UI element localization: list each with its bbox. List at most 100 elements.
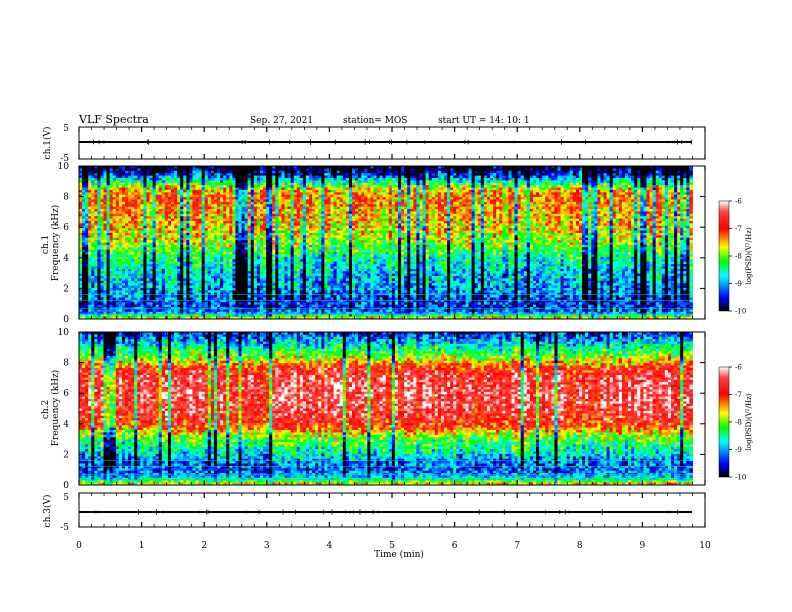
spectrogram-cell: [143, 168, 146, 171]
spectrogram-cell: [159, 312, 162, 315]
spectrogram-cell: [107, 271, 110, 274]
spectrogram-cell: [165, 247, 168, 250]
spectrogram-cell: [82, 309, 85, 312]
spectrogram-cell: [125, 243, 128, 246]
spectrogram-cell: [165, 176, 168, 179]
spectrogram-cell: [107, 312, 110, 315]
spectrogram-cell: [125, 185, 128, 188]
spectrogram-cell: [159, 274, 162, 277]
spectrogram-cell: [91, 195, 94, 198]
spectrogram-cell: [125, 221, 128, 224]
spectrogram-cell: [116, 211, 119, 214]
spectrogram-cell: [137, 269, 140, 272]
spectrogram-cell: [156, 183, 159, 186]
spectrogram-cell: [119, 190, 122, 193]
spectrogram-cell: [122, 178, 125, 181]
spectrogram-cell: [153, 269, 156, 272]
spectrogram-cell: [140, 219, 143, 222]
spectrogram-cell: [107, 274, 110, 277]
spectrogram-cell: [153, 295, 156, 298]
spectrogram-cell: [110, 286, 113, 289]
spectrogram-cell: [131, 278, 134, 281]
spectrogram-cell: [119, 297, 122, 300]
spectrogram-cell: [119, 226, 122, 229]
spectrogram-cell: [162, 271, 165, 274]
spectrogram-cell: [110, 276, 113, 279]
spectrogram-cell: [85, 245, 88, 248]
spectrogram-cell: [110, 266, 113, 269]
spectrogram-cell: [97, 178, 100, 181]
spectrogram-cell: [88, 286, 91, 289]
spectrogram-cell: [159, 290, 162, 293]
spectrogram-cell: [165, 300, 168, 303]
spectrogram-cell: [143, 226, 146, 229]
spectrogram-cell: [110, 202, 113, 205]
spectrogram-cell: [104, 231, 107, 234]
spectrogram-cell: [137, 252, 140, 255]
spectrogram-cell: [85, 271, 88, 274]
spectrogram-cell: [82, 247, 85, 250]
spectrogram-cell: [159, 314, 162, 317]
spectrogram-cell: [143, 209, 146, 212]
spectrogram-cell: [82, 216, 85, 219]
spectrogram-cell: [119, 221, 122, 224]
spectrogram-cell: [113, 211, 116, 214]
spectrogram-cell: [116, 173, 119, 176]
spectrogram-cell: [150, 297, 153, 300]
spectrogram-cell: [159, 278, 162, 281]
spectrogram-cell: [97, 188, 100, 191]
spectrogram-cell: [162, 202, 165, 205]
spectrogram-cell: [125, 223, 128, 226]
spectrogram-cell: [94, 252, 97, 255]
spectrogram-cell: [162, 178, 165, 181]
spectrogram-cell: [107, 190, 110, 193]
spectrogram-cell: [79, 178, 82, 181]
spectrogram-cell: [94, 274, 97, 277]
spectrogram-cell: [119, 254, 122, 257]
spectrogram-cell: [100, 173, 103, 176]
spectrogram-cell: [150, 238, 153, 241]
spectrogram-cell: [159, 283, 162, 286]
spectrogram-cell: [150, 281, 153, 284]
spectrogram-cell: [162, 288, 165, 291]
spectrogram-cell: [119, 235, 122, 238]
spectrogram-cell: [122, 290, 125, 293]
spectrogram-cell: [125, 202, 128, 205]
spectrogram-cell: [146, 192, 149, 195]
spectrogram-cell: [91, 231, 94, 234]
spectrogram-cell: [168, 219, 171, 222]
spectrogram-cell: [104, 266, 107, 269]
spectrogram-cell: [113, 216, 116, 219]
spectrogram-cell: [125, 171, 128, 174]
spectrogram-cell: [125, 281, 128, 284]
spectrogram-cell: [137, 214, 140, 217]
spectrogram-cell: [159, 209, 162, 212]
spectrogram-cell: [168, 204, 171, 207]
spectrogram-cell: [97, 288, 100, 291]
spectrogram-cell: [150, 276, 153, 279]
spectrogram-cell: [119, 286, 122, 289]
spectrogram-cell: [140, 274, 143, 277]
spectrogram-cell: [128, 226, 131, 229]
spectrogram-cell: [134, 286, 137, 289]
spectrogram-cell: [159, 190, 162, 193]
spectrogram-cell: [159, 297, 162, 300]
spectrogram-cell: [137, 312, 140, 315]
spectrogram-cell: [100, 221, 103, 224]
spectrogram-cell: [131, 238, 134, 241]
spectrogram-cell: [131, 247, 134, 250]
spectrogram-cell: [140, 228, 143, 231]
spectrogram-cell: [85, 290, 88, 293]
spectrogram-cell: [137, 262, 140, 265]
spectrogram-cell: [85, 288, 88, 291]
spectrogram-cell: [131, 271, 134, 274]
spectrogram-cell: [113, 176, 116, 179]
spectrogram-cell: [85, 278, 88, 281]
spectrogram-cell: [162, 180, 165, 183]
ch1-ytick-top: 5: [63, 124, 69, 134]
spectrogram-cell: [128, 262, 131, 265]
spectrogram-cell: [82, 233, 85, 236]
spectrogram-cell: [104, 288, 107, 291]
spectrogram-cell: [104, 276, 107, 279]
spectrogram-cell: [140, 286, 143, 289]
